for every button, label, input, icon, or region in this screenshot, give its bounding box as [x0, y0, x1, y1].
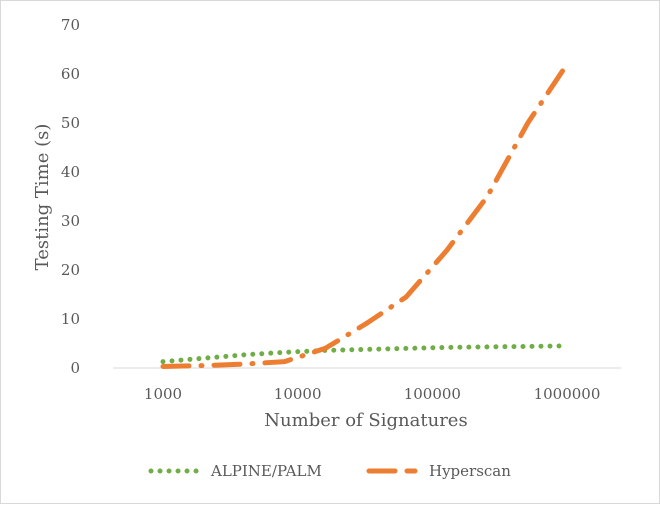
x-axis-ticks: 1000 10000 100000 1000000 [144, 385, 601, 403]
y-tick-label: 70 [61, 16, 80, 34]
legend: ALPINE/PALM Hyperscan [148, 462, 511, 480]
data-point [161, 360, 165, 364]
data-point [202, 356, 206, 360]
y-tick-label: 30 [61, 212, 80, 230]
y-axis-ticks: 0 10 20 30 40 50 60 70 [61, 16, 80, 377]
data-point [323, 346, 327, 350]
legend-label-alpine-palm: ALPINE/PALM [210, 462, 322, 480]
data-point [364, 322, 368, 326]
y-tick-label: 40 [61, 163, 80, 181]
data-point [445, 248, 449, 252]
data-point [283, 360, 287, 364]
data-point [485, 195, 489, 199]
data-point [242, 362, 246, 366]
x-tick-label: 100000 [404, 385, 461, 403]
data-point [565, 62, 569, 66]
data-point [565, 344, 569, 348]
data-point [404, 295, 408, 299]
x-axis-title: Number of Signatures [264, 410, 467, 431]
data-point [404, 346, 408, 350]
x-tick-label: 1000000 [534, 385, 601, 403]
data-point [283, 350, 287, 354]
data-point [364, 347, 368, 351]
y-tick-label: 50 [61, 114, 80, 132]
data-point [526, 121, 530, 125]
data-point [161, 365, 165, 369]
data-point [445, 345, 449, 349]
x-tick-label: 10000 [274, 385, 322, 403]
series-layer [160, 61, 570, 369]
data-point [202, 364, 206, 368]
y-tick-label: 0 [70, 359, 80, 377]
data-point [526, 344, 530, 348]
x-tick-label: 1000 [144, 385, 182, 403]
y-tick-label: 60 [61, 65, 80, 83]
data-point [242, 353, 246, 357]
series-line-hyperscan [160, 61, 570, 369]
y-tick-label: 20 [61, 261, 80, 279]
legend-label-hyperscan: Hyperscan [429, 462, 511, 480]
y-axis-title: Testing Time (s) [32, 124, 53, 271]
data-point [485, 345, 489, 349]
y-tick-label: 10 [61, 310, 80, 328]
